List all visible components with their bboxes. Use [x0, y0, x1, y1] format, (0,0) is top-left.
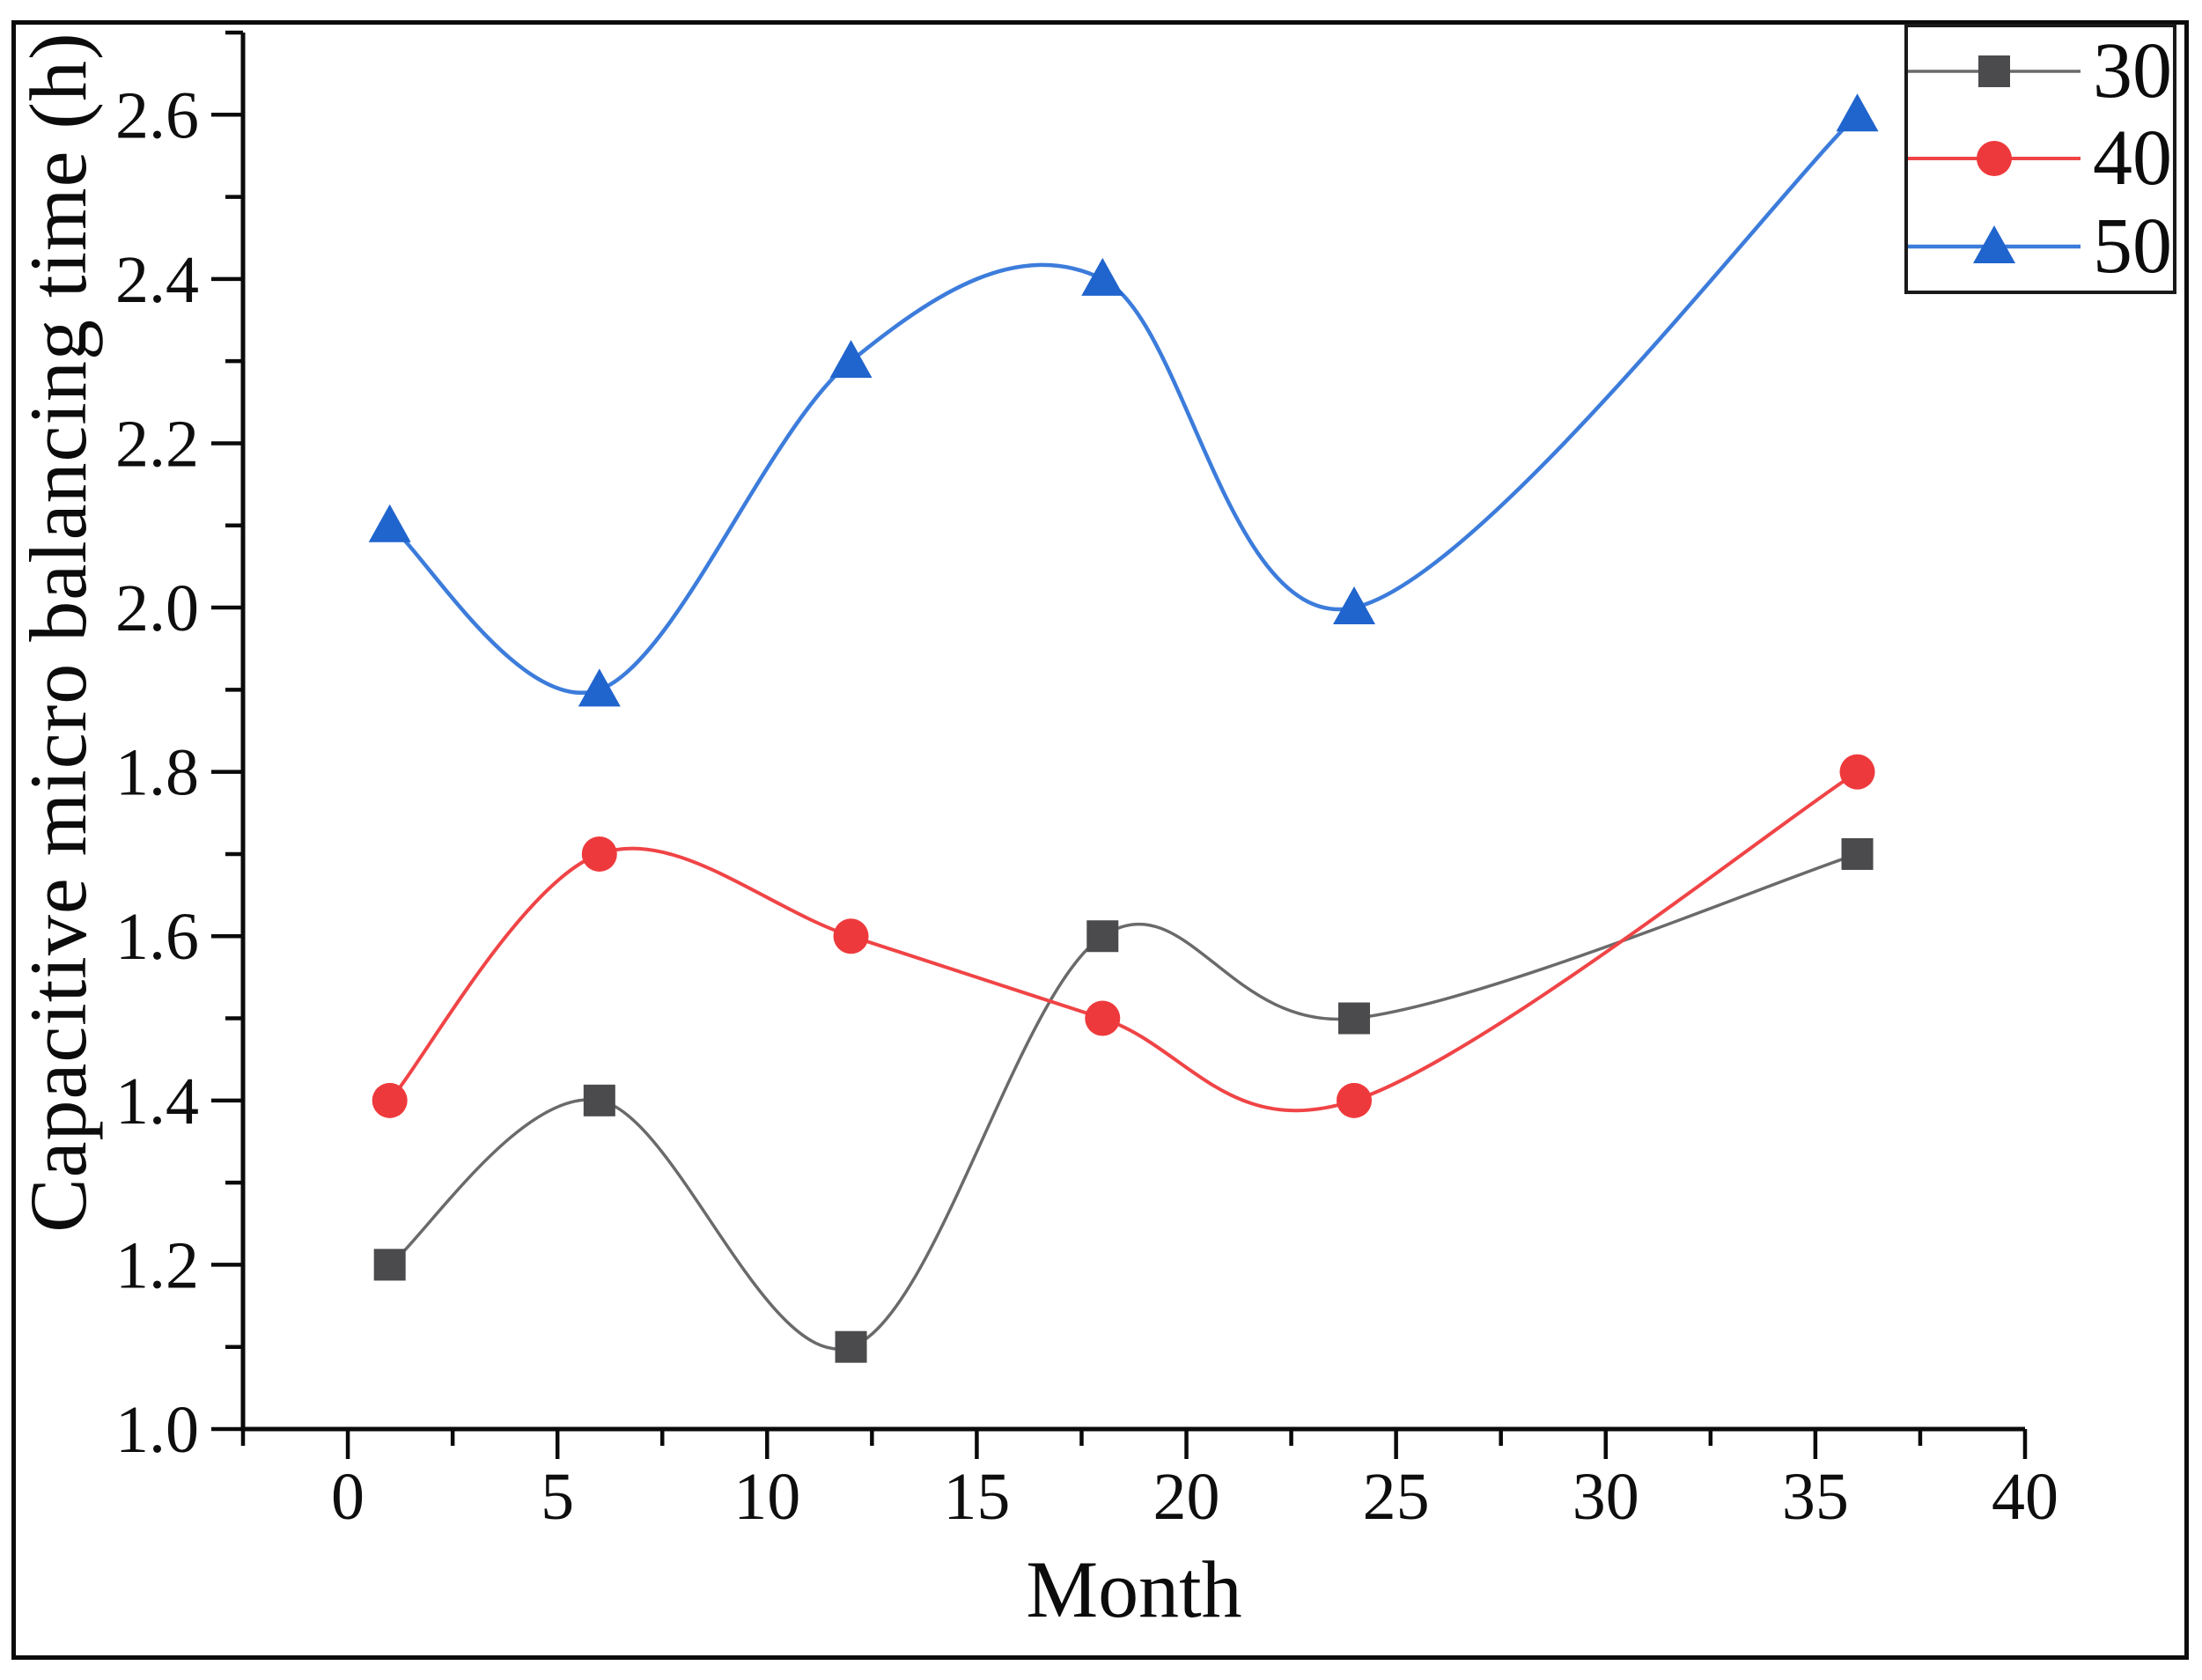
marker-square-30 [1086, 920, 1119, 953]
marker-square-30 [583, 1084, 615, 1116]
legend-sample-square [1908, 55, 2080, 87]
triangle-icon [1973, 225, 2015, 264]
x-tick-label: 15 [943, 1460, 1010, 1534]
series-30 [373, 837, 1874, 1363]
x-axis-title: Month [1026, 1544, 1242, 1634]
legend-item-30: 30 [1908, 29, 2173, 114]
marker-triangle-50 [1836, 93, 1879, 132]
marker-triangle-50 [1333, 586, 1376, 625]
marker-circle-40 [372, 1082, 408, 1118]
series-line-40 [388, 770, 1859, 1113]
series-50 [368, 93, 1879, 707]
legend-label: 50 [2093, 203, 2172, 291]
marker-triangle-50 [368, 504, 411, 542]
axes [240, 33, 2025, 1432]
x-tick-label: 25 [1363, 1460, 1430, 1534]
x-tick-label: 40 [1992, 1460, 2058, 1534]
figure-border [11, 20, 2189, 1660]
x-tick-label: 30 [1572, 1460, 1639, 1534]
y-tick-label: 1.4 [115, 1065, 199, 1138]
marker-square-30 [1841, 837, 1874, 870]
marker-triangle-50 [1081, 257, 1124, 296]
y-tick-label: 2.6 [115, 78, 199, 152]
marker-triangle-50 [829, 340, 873, 379]
x-tick-label: 35 [1782, 1460, 1849, 1534]
ticks [211, 30, 2028, 1459]
y-axis-title: Capacitive micro balancing time (h) [13, 32, 103, 1233]
x-tick-label: 20 [1153, 1460, 1220, 1534]
y-tick-label: 1.8 [115, 736, 199, 810]
marker-triangle-50 [578, 668, 621, 707]
tick-labels: 0 5 10 15 20 25 30 35 40 1.0 1.2 1.4 1.6 1.8 2.0 2.2 2.4… [115, 78, 2058, 1534]
legend-label: 40 [2093, 114, 2172, 203]
y-tick-label: 1.6 [115, 900, 199, 974]
marker-square-30 [1338, 1002, 1371, 1035]
marker-square-30 [373, 1249, 406, 1281]
series-line-50 [388, 113, 1860, 695]
marker-circle-40 [1839, 754, 1875, 790]
x-tick-label: 0 [331, 1460, 365, 1534]
legend: 30 40 50 [1904, 24, 2176, 294]
marker-circle-40 [581, 836, 617, 872]
legend-label: 30 [2093, 26, 2172, 114]
y-tick-label: 2.2 [115, 407, 199, 481]
marker-circle-40 [1085, 1000, 1121, 1036]
x-tick-label: 10 [733, 1460, 800, 1534]
series-40 [372, 754, 1875, 1118]
marker-square-30 [835, 1330, 867, 1363]
y-tick-label: 2.4 [115, 243, 199, 317]
legend-item-50: 50 [1908, 204, 2173, 289]
legend-sample-triangle [1908, 225, 2080, 264]
legend-sample-circle [1908, 141, 2080, 177]
marker-circle-40 [833, 918, 869, 954]
x-tick-label: 5 [541, 1460, 574, 1534]
marker-circle-40 [1337, 1082, 1373, 1118]
y-tick-label: 2.0 [115, 571, 199, 645]
legend-item-40: 40 [1908, 116, 2173, 201]
square-icon [1978, 55, 2010, 87]
y-tick-label: 1.2 [115, 1228, 199, 1302]
y-tick-label: 1.0 [115, 1393, 199, 1467]
circle-icon [1977, 141, 2012, 177]
